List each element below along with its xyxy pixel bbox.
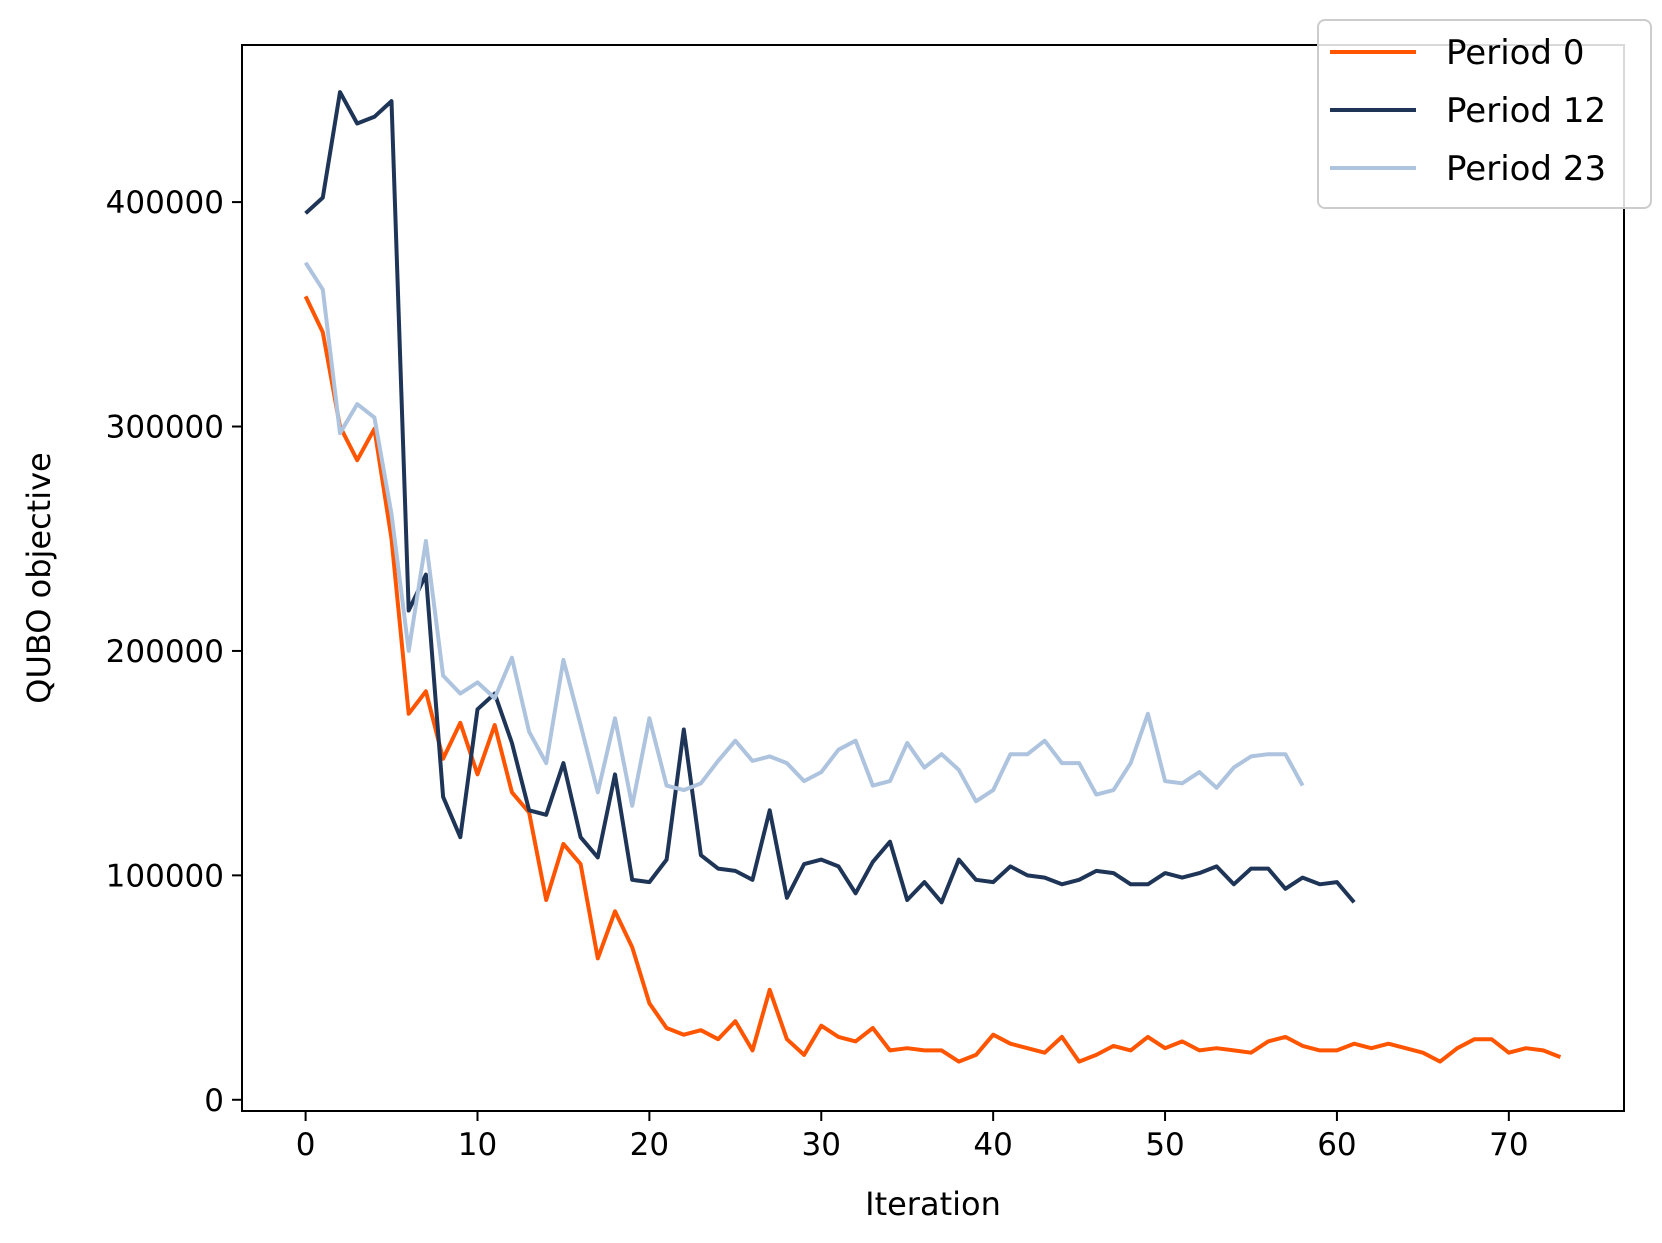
series-line-0 xyxy=(303,295,1562,1064)
y-tick-label: 100000 xyxy=(106,858,224,894)
x-tick-label: 60 xyxy=(1317,1127,1356,1163)
legend-label-0: Period 0 xyxy=(1446,33,1584,73)
legend-label-1: Period 12 xyxy=(1446,91,1606,131)
y-tick-label: 200000 xyxy=(106,634,224,670)
x-axis: 0 10 20 30 40 50 60 70 xyxy=(296,1111,1529,1163)
x-tick-label: 20 xyxy=(630,1127,669,1163)
series-line-2 xyxy=(303,261,1305,808)
plot-frame xyxy=(241,44,1625,1112)
x-tick-label: 70 xyxy=(1489,1127,1528,1163)
x-tick-label: 40 xyxy=(973,1127,1012,1163)
x-tick-label: 0 xyxy=(296,1127,316,1163)
series-layer xyxy=(303,90,1562,1064)
series-line-1 xyxy=(304,90,1356,905)
legend-box xyxy=(1317,19,1652,209)
x-tick-label: 50 xyxy=(1145,1127,1184,1163)
y-tick-label: 400000 xyxy=(106,185,224,221)
x-tick-label: 30 xyxy=(802,1127,841,1163)
legend-label-2: Period 23 xyxy=(1446,149,1606,189)
y-axis: 0 100000 200000 300000 400000 xyxy=(106,185,242,1119)
y-tick-label: 0 xyxy=(204,1083,224,1119)
y-tick-label: 300000 xyxy=(106,410,224,446)
y-axis-label: QUBO objective xyxy=(20,452,58,703)
legend: Period 0 Period 12 Period 23 xyxy=(1317,19,1652,209)
x-axis-label: Iteration xyxy=(865,1185,1001,1223)
x-tick-label: 10 xyxy=(458,1127,497,1163)
